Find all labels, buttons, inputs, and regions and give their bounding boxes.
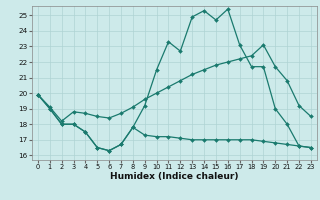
X-axis label: Humidex (Indice chaleur): Humidex (Indice chaleur) bbox=[110, 172, 239, 181]
